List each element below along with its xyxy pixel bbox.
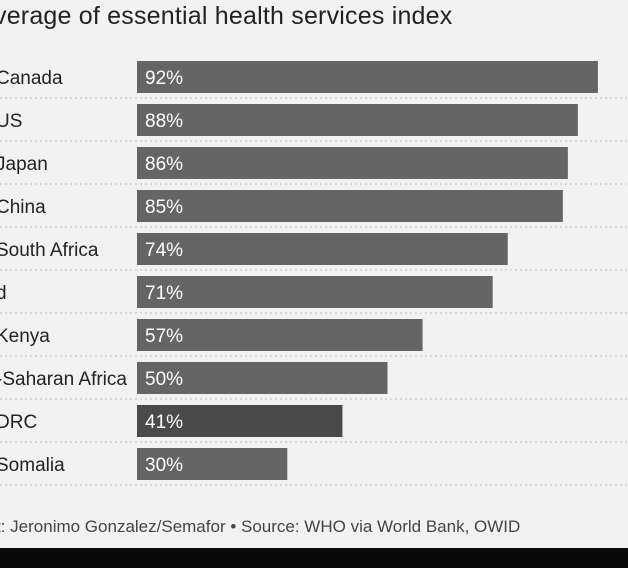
value-label: 41%: [145, 412, 183, 433]
category-label: China: [0, 197, 46, 218]
value-label: 88%: [145, 111, 183, 132]
chart-card: verage of essential health services inde…: [0, 0, 628, 548]
bar: [137, 405, 343, 437]
category-label: Somalia: [0, 455, 65, 476]
source-credit: t: Jeronimo Gonzalez/Semafor • Source: W…: [0, 517, 521, 536]
category-label: Canada: [0, 68, 63, 89]
bar: [137, 233, 508, 265]
bar: [137, 276, 493, 308]
category-label: Kenya: [0, 326, 50, 347]
category-label: -Saharan Africa: [0, 369, 127, 390]
value-label: 86%: [145, 154, 183, 175]
chart-title: verage of essential health services inde…: [0, 2, 453, 30]
bar: [137, 448, 288, 480]
category-label: Japan: [0, 154, 48, 175]
bar: [137, 319, 423, 351]
bar: [137, 362, 388, 394]
bar: [137, 147, 568, 179]
value-label: 71%: [145, 283, 183, 304]
bar: [137, 190, 563, 222]
category-label: d: [0, 283, 7, 304]
value-label: 92%: [145, 68, 183, 89]
category-label: South Africa: [0, 240, 99, 261]
value-label: 30%: [145, 455, 183, 476]
value-label: 57%: [145, 326, 183, 347]
bar-chart: Canada 92% US 88% Japan 86% China 85% South Afri…: [0, 61, 628, 486]
value-label: 85%: [145, 197, 183, 218]
category-label: DRC: [0, 412, 37, 433]
value-label: 74%: [145, 240, 183, 261]
category-label: US: [0, 111, 22, 132]
value-label: 50%: [145, 369, 183, 390]
bar: [137, 104, 578, 136]
bar: [137, 61, 598, 93]
